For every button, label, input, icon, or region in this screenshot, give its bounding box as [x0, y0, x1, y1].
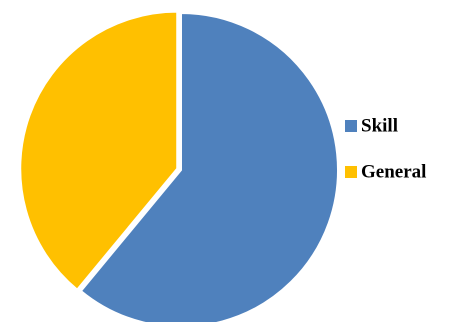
legend-label: General [361, 161, 426, 182]
legend-swatch [345, 120, 357, 132]
legend-label: Skill [361, 115, 398, 136]
pie-slice [19, 10, 179, 292]
pie-slice [79, 11, 339, 322]
legend-swatch [345, 166, 357, 178]
